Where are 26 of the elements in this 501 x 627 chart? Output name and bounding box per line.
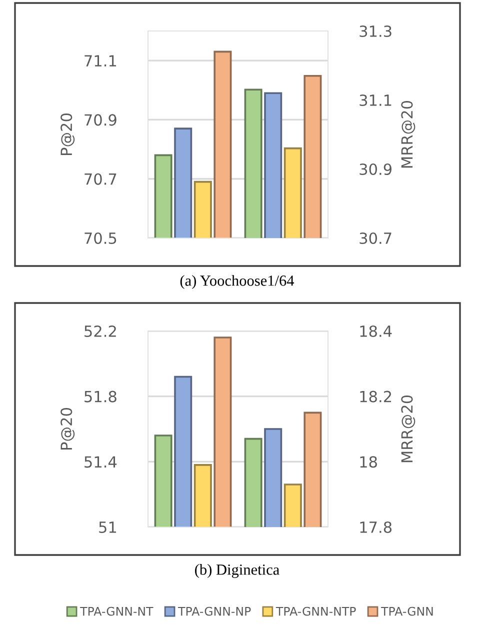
y-axis-title: P@20 bbox=[60, 114, 75, 155]
y2-axis-title: MRR@20 bbox=[401, 395, 416, 462]
y-tick-label: 51.8 bbox=[84, 390, 116, 402]
y-tick-label: 71.1 bbox=[84, 55, 116, 66]
y-tick-label: 70.9 bbox=[84, 114, 116, 126]
legend-label: TPA-GNN bbox=[380, 606, 433, 616]
text: (b) Diginetica bbox=[195, 564, 280, 578]
y2-tick-label: 30.7 bbox=[360, 232, 392, 244]
text: (a) Yoochoose1/64 bbox=[180, 275, 294, 289]
y-axis-title: P@20 bbox=[60, 408, 75, 450]
y-tick-label: 70.5 bbox=[84, 232, 116, 244]
y2-tick-label: 18.2 bbox=[360, 390, 392, 402]
legend-label: TPA-GNN-NTP bbox=[276, 606, 356, 616]
y2-tick-label: 31.1 bbox=[360, 94, 392, 106]
y2-tick-label: 31.3 bbox=[360, 25, 392, 38]
y2-axis-title: MRR@20 bbox=[401, 100, 416, 168]
y2-tick-label: 18 bbox=[360, 456, 377, 468]
legend-label: TPA-GNN-NP bbox=[178, 606, 251, 616]
y-tick-label: 51.4 bbox=[84, 456, 117, 468]
y2-tick-label: 18.4 bbox=[360, 325, 392, 338]
y-tick-label: 51 bbox=[99, 522, 116, 534]
y-tick-label: 52.2 bbox=[84, 325, 116, 338]
y2-tick-label: 30.9 bbox=[360, 163, 392, 176]
y2-tick-label: 17.8 bbox=[360, 521, 392, 534]
y-tick-label: 70.7 bbox=[84, 173, 116, 185]
legend-label: TPA-GNN-NT bbox=[80, 606, 154, 616]
